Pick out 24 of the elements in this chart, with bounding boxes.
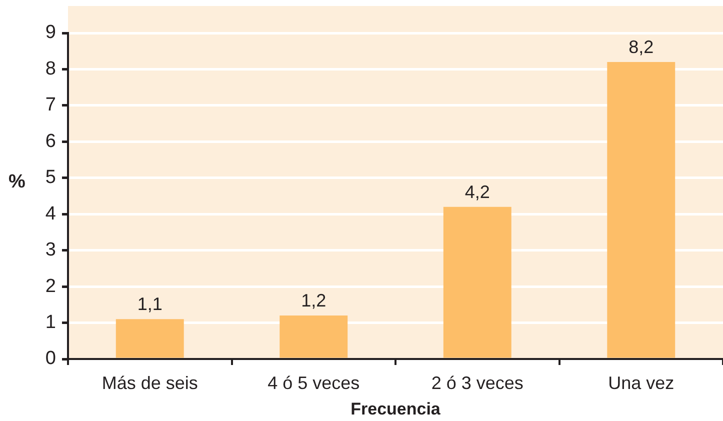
data-label: 4,2: [464, 182, 490, 202]
data-label: 1,2: [301, 290, 326, 311]
y-tick-label: 9: [45, 22, 56, 44]
y-tick-label: 6: [45, 130, 56, 152]
y-tick-label: 4: [45, 203, 56, 224]
y-tick-label: 1: [45, 312, 56, 334]
y-tick-label: 0: [45, 348, 56, 370]
y-axis-title: %: [8, 172, 26, 193]
x-tick-label: Una vez: [608, 372, 674, 393]
y-tick-label: 3: [45, 240, 56, 261]
y-tick-label: 2: [45, 276, 56, 297]
y-tick-label: 7: [45, 94, 56, 116]
data-label: 1,1: [137, 294, 162, 314]
x-tick-label: 2 ó 3 veces: [431, 372, 524, 393]
x-tick-label: 4 ó 5 veces: [268, 372, 360, 393]
bar: [280, 316, 348, 358]
bar: [443, 206, 512, 358]
y-tick-label: 5: [45, 167, 56, 188]
bar: [116, 319, 184, 358]
x-tick-label: Más de seis: [102, 372, 198, 393]
data-label: 8,2: [628, 36, 654, 57]
bar: [607, 62, 676, 358]
y-tick-label: 8: [45, 58, 56, 80]
x-axis-title: Frecuencia: [350, 400, 441, 419]
